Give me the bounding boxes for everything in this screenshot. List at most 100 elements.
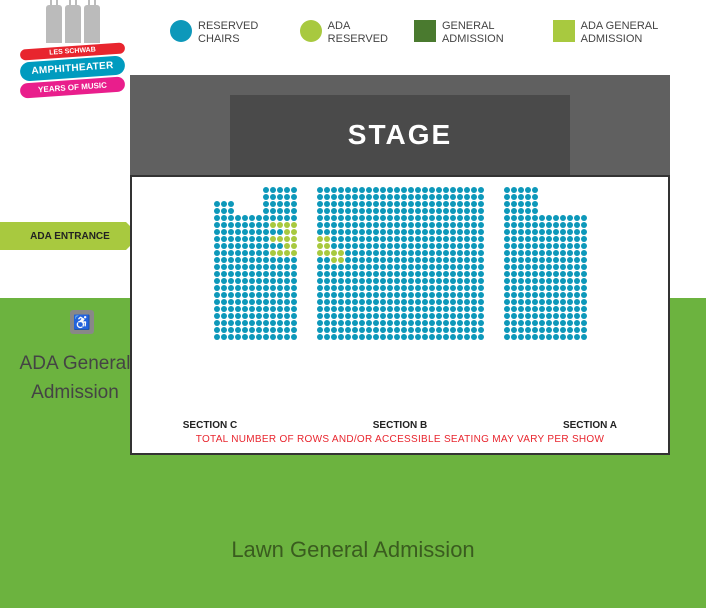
seat (228, 243, 234, 249)
seat (324, 257, 330, 263)
seat (284, 229, 290, 235)
seat (560, 257, 566, 263)
seat (436, 250, 442, 256)
seat (574, 236, 580, 242)
seat (291, 271, 297, 277)
seat (511, 278, 517, 284)
seat (256, 229, 262, 235)
seat (422, 187, 428, 193)
seat (387, 306, 393, 312)
seat (464, 208, 470, 214)
seat (373, 292, 379, 298)
seat (408, 299, 414, 305)
seat (408, 264, 414, 270)
seat (560, 243, 566, 249)
seat (366, 320, 372, 326)
seat (359, 243, 365, 249)
seat (352, 271, 358, 277)
seat (553, 222, 559, 228)
seat (567, 222, 573, 228)
seat (291, 194, 297, 200)
seat (270, 264, 276, 270)
seat (471, 320, 477, 326)
seat (422, 264, 428, 270)
seat (277, 243, 283, 249)
seat (422, 313, 428, 319)
seat (256, 278, 262, 284)
seat (263, 257, 269, 263)
seat (450, 278, 456, 284)
seat (228, 271, 234, 277)
seat (277, 271, 283, 277)
seat (422, 201, 428, 207)
seat (291, 306, 297, 312)
seat (560, 327, 566, 333)
legend: RESERVED CHAIRS ADA RESERVED GENERAL ADM… (170, 20, 686, 46)
seat (546, 299, 552, 305)
seat (525, 264, 531, 270)
seat (504, 278, 510, 284)
seat (242, 306, 248, 312)
seat (574, 320, 580, 326)
seat (331, 243, 337, 249)
seat (464, 201, 470, 207)
seat (235, 334, 241, 340)
seat (567, 299, 573, 305)
seat (235, 229, 241, 235)
seat (574, 292, 580, 298)
legend-ada-reserved: ADA RESERVED (300, 20, 389, 46)
seat (366, 313, 372, 319)
seat (380, 215, 386, 221)
seat (471, 208, 477, 214)
seat (242, 320, 248, 326)
seat (242, 243, 248, 249)
seat (214, 222, 220, 228)
seat (331, 327, 337, 333)
seat (235, 271, 241, 277)
seat (345, 264, 351, 270)
seat (263, 215, 269, 221)
seat (221, 285, 227, 291)
seat (345, 334, 351, 340)
seat (221, 222, 227, 228)
seat (518, 215, 524, 221)
seat (331, 320, 337, 326)
seat (331, 236, 337, 242)
seat (560, 334, 566, 340)
seat (478, 257, 484, 263)
seat (457, 236, 463, 242)
seat (574, 327, 580, 333)
seat (443, 187, 449, 193)
seat (214, 250, 220, 256)
seat (471, 187, 477, 193)
seat (221, 257, 227, 263)
seat (539, 292, 545, 298)
seat (457, 320, 463, 326)
seat (256, 257, 262, 263)
seat (408, 292, 414, 298)
seat (560, 271, 566, 277)
seat (221, 299, 227, 305)
seat (401, 264, 407, 270)
seat (443, 257, 449, 263)
seat (518, 250, 524, 256)
seat (284, 313, 290, 319)
seat (581, 264, 587, 270)
seat (359, 271, 365, 277)
seat (331, 264, 337, 270)
seat (525, 187, 531, 193)
seat (373, 271, 379, 277)
seat (401, 236, 407, 242)
seat (359, 201, 365, 207)
seat (532, 201, 538, 207)
seat (387, 236, 393, 242)
seat (228, 222, 234, 228)
seat (249, 229, 255, 235)
seat (270, 313, 276, 319)
seat (436, 222, 442, 228)
seat (373, 222, 379, 228)
seat (387, 334, 393, 340)
seat (532, 187, 538, 193)
seat (235, 257, 241, 263)
seat (532, 222, 538, 228)
